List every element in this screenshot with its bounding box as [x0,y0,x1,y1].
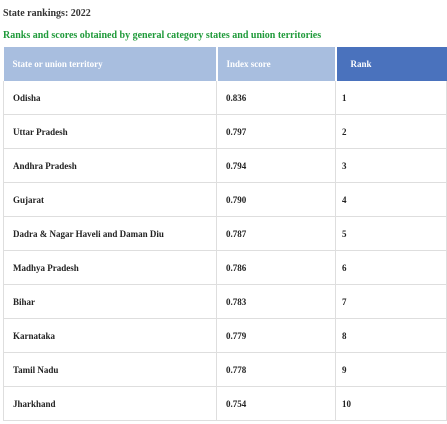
rank-cell: 1 [335,81,447,115]
column-header-rank: Rank [335,47,447,81]
score-cell: 0.836 [216,81,336,115]
state-cell: Bihar [3,284,217,319]
table-row: Gujarat 0.790 4 [3,182,447,217]
rank-cell: 8 [335,318,447,353]
rank-cell: 9 [335,352,447,387]
state-cell: Tamil Nadu [3,352,217,387]
table-row: Uttar Pradesh 0.797 2 [3,114,447,149]
rank-cell: 7 [335,284,447,319]
table-row: Karnataka 0.779 8 [3,318,447,353]
state-cell: Odisha [3,81,217,115]
score-cell: 0.779 [216,318,336,353]
state-cell: Jharkhand [3,386,217,421]
score-cell: 0.754 [216,386,336,421]
score-cell: 0.794 [216,148,336,183]
table-row: Jharkhand 0.754 10 [3,386,447,421]
state-cell: Gujarat [3,182,217,217]
rank-cell: 6 [335,250,447,285]
rank-cell: 2 [335,114,447,149]
score-cell: 0.786 [216,250,336,285]
state-cell: Madhya Pradesh [3,250,217,285]
table-header-row: State or union territory Index score Ran… [3,47,447,81]
table-row: Tamil Nadu 0.778 9 [3,352,447,387]
table-caption: Ranks and scores obtained by general cat… [3,30,322,41]
table-row: Dadra & Nagar Haveli and Daman Diu 0.787… [3,216,447,251]
score-cell: 0.797 [216,114,336,149]
score-cell: 0.787 [216,216,336,251]
page-title: State rankings: 2022 [3,8,91,19]
table-row: Odisha 0.836 1 [3,81,447,115]
rank-cell: 5 [335,216,447,251]
table-row: Andhra Pradesh 0.794 3 [3,148,447,183]
column-header-score: Index score [216,47,337,81]
rank-cell: 3 [335,148,447,183]
rankings-table: State or union territory Index score Ran… [3,47,447,421]
table-row: Bihar 0.783 7 [3,284,447,319]
column-header-state: State or union territory [3,47,218,81]
state-cell: Uttar Pradesh [3,114,217,149]
state-cell: Karnataka [3,318,217,353]
table-row: Madhya Pradesh 0.786 6 [3,250,447,285]
score-cell: 0.778 [216,352,336,387]
score-cell: 0.790 [216,182,336,217]
rank-cell: 4 [335,182,447,217]
state-cell: Dadra & Nagar Haveli and Daman Diu [3,216,217,251]
score-cell: 0.783 [216,284,336,319]
state-cell: Andhra Pradesh [3,148,217,183]
rank-cell: 10 [335,386,447,421]
